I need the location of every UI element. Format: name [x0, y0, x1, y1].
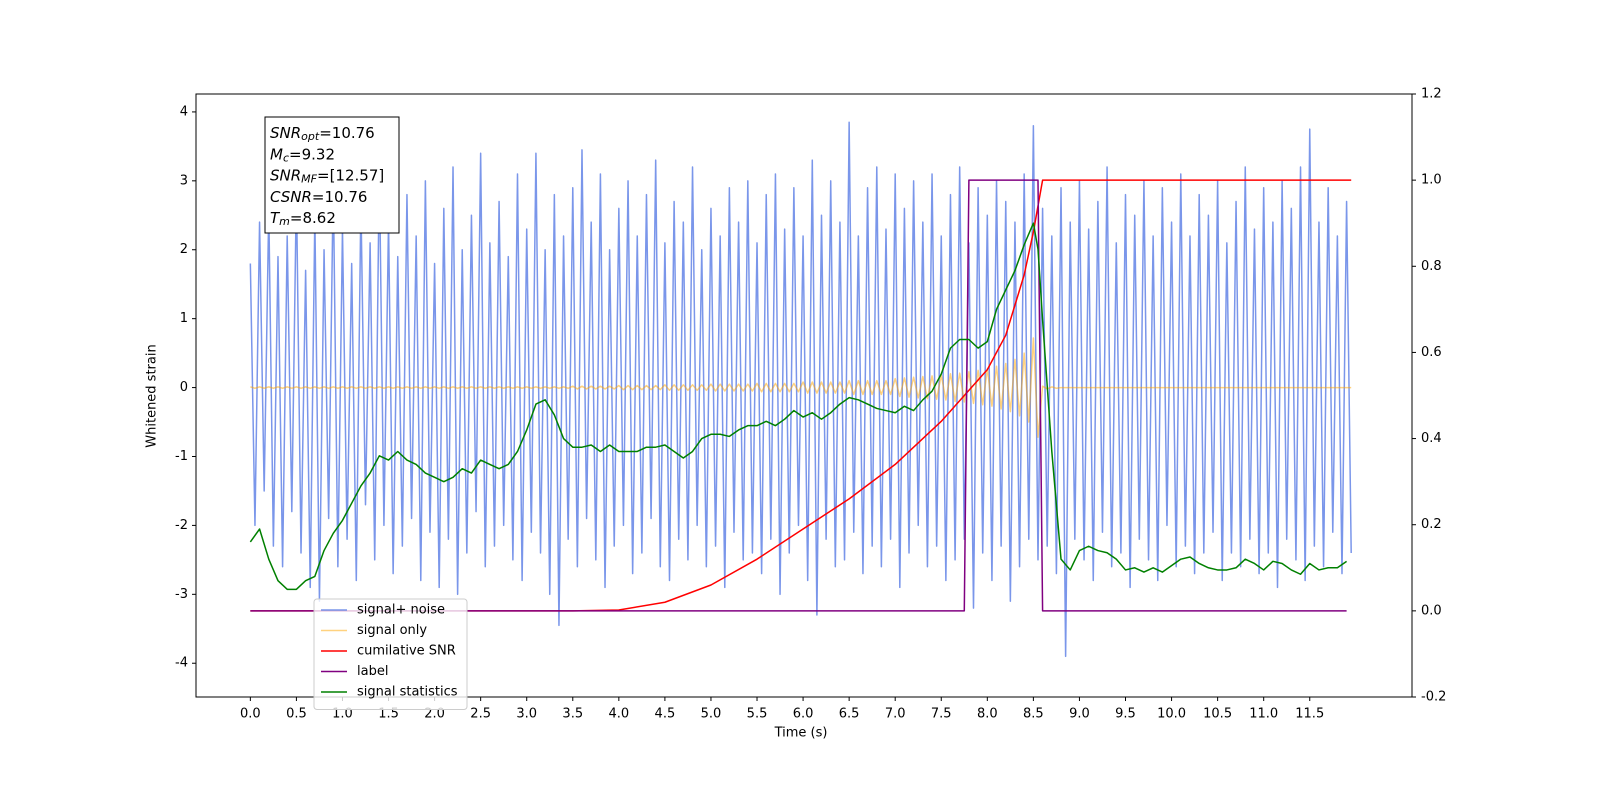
series-line: [250, 337, 1352, 438]
annotation-subscript: MF: [301, 173, 317, 186]
x-tick-label: 4.0: [608, 707, 629, 722]
y-tick-label: 0: [180, 380, 188, 395]
annotation-text: =[12.57]: [317, 166, 384, 184]
annotation: SNRopt=10.76: [270, 124, 375, 144]
annotation-text: =10.76: [319, 124, 375, 142]
x-tick-label: 9.0: [1069, 707, 1090, 722]
plot-frame: [195, 93, 1413, 698]
y2-tick-label: 0.4: [1421, 431, 1442, 446]
series-line: [249, 121, 1352, 658]
legend-label: signal+ noise: [357, 603, 445, 618]
annotation: Mc=9.32: [270, 145, 335, 165]
y-tick-label: -1: [175, 449, 188, 464]
y-tick-label: -3: [175, 587, 188, 602]
x-tick-label: 11.0: [1249, 707, 1278, 722]
annotation-symbol: SNR: [270, 166, 301, 184]
y-tick-label: 4: [180, 104, 188, 119]
y2-tick-label: 0.0: [1421, 603, 1442, 618]
annotation: Tm=8.62: [270, 209, 336, 229]
y2-tick-label: -0.2: [1421, 690, 1446, 705]
legend-label: signal only: [357, 623, 427, 638]
x-axis-label: Time (s): [774, 726, 828, 741]
y-tick-label: 3: [180, 173, 188, 188]
y2-tick-label: 1.2: [1421, 87, 1442, 102]
x-tick-label: 11.5: [1295, 707, 1324, 722]
legend-frame: [313, 598, 468, 710]
x-tick-label: 7.5: [931, 707, 952, 722]
annotation-box: SNRopt=10.76Mc=9.32SNRMF=[12.57]CSNR=10.…: [264, 116, 400, 234]
x-tick-label: 2.0: [424, 707, 445, 722]
y-axis-label: Whitened strain: [145, 344, 160, 447]
y-tick-label: 1: [180, 311, 188, 326]
x-tick-label: 1.5: [378, 707, 399, 722]
legend-label: label: [357, 664, 388, 679]
annotation-text: =9.32: [289, 145, 335, 163]
annotation: CSNR=10.76: [270, 187, 367, 205]
y-tick-label: -4: [175, 656, 188, 671]
x-tick-label: 1.0: [332, 707, 353, 722]
x-tick-label: 3.5: [562, 707, 583, 722]
legend-label: cumilative SNR: [357, 644, 456, 659]
x-tick-label: 9.5: [1115, 707, 1136, 722]
legend: signal+ noise signal only cumilative SNR la…: [313, 598, 468, 710]
annotation-frame: [264, 116, 400, 234]
x-tick-label: 7.0: [885, 707, 906, 722]
y2-tick-label: 0.2: [1421, 517, 1442, 532]
annotation-symbol: M: [270, 145, 283, 163]
y2-tick-label: 0.8: [1421, 259, 1442, 274]
x-tick-label: 6.5: [839, 707, 860, 722]
annotation-text: =10.76: [312, 187, 368, 205]
annotation-symbol: CSNR: [270, 187, 312, 205]
y2-tick-label: 1.0: [1421, 173, 1442, 188]
annotation-subscript: opt: [301, 130, 320, 143]
annotation-symbol: T: [270, 209, 281, 227]
legend-label: signal statistics: [357, 685, 458, 700]
series-line: [250, 179, 1347, 612]
annotation-subscript: c: [283, 151, 289, 164]
x-tick-label: 5.0: [701, 707, 722, 722]
annotation-symbol: SNR: [270, 124, 301, 142]
y-tick-label: -2: [175, 518, 188, 533]
x-tick-label: 0.5: [286, 707, 307, 722]
x-tick-label: 5.5: [747, 707, 768, 722]
y2-tick-label: 0.6: [1421, 345, 1442, 360]
series-line: [250, 179, 1352, 612]
series-line: [249, 222, 1348, 591]
x-tick-label: 10.0: [1157, 707, 1186, 722]
y-tick-label: 2: [180, 242, 188, 257]
annotation: SNRMF=[12.57]: [270, 166, 384, 186]
x-tick-label: 8.0: [977, 707, 998, 722]
x-tick-label: 0.0: [240, 707, 261, 722]
x-tick-label: 4.5: [655, 707, 676, 722]
x-tick-label: 2.5: [470, 707, 491, 722]
x-tick-label: 10.5: [1203, 707, 1232, 722]
x-tick-label: 6.0: [793, 707, 814, 722]
x-tick-label: 8.5: [1023, 707, 1044, 722]
x-tick-label: 3.0: [516, 707, 537, 722]
annotation-subscript: m: [279, 215, 290, 228]
annotation-text: =8.62: [290, 209, 336, 227]
